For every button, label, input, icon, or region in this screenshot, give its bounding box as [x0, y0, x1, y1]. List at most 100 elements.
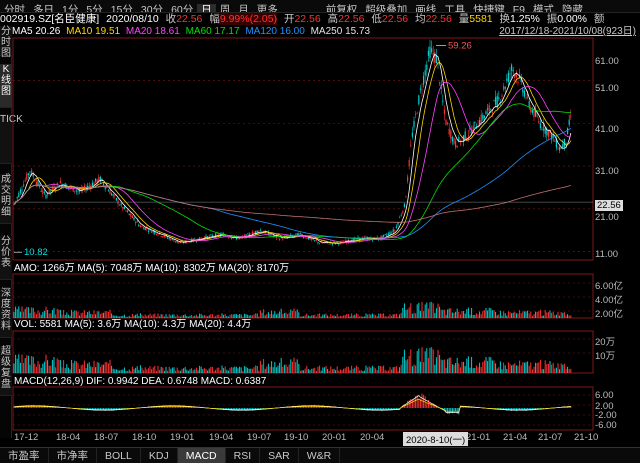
tab-rsi[interactable]: RSI: [226, 448, 261, 463]
period-tab-6[interactable]: 60分: [171, 4, 194, 13]
period-tab-8[interactable]: 周: [219, 4, 231, 13]
amo-bar: [26, 306, 28, 318]
tab-intraday[interactable]: 分时图: [0, 26, 12, 59]
amo-bar: [418, 302, 420, 318]
period-tab-2[interactable]: 1分: [62, 4, 79, 13]
amo-bar: [141, 314, 143, 318]
macd-bar: [379, 408, 381, 410]
amo-bar: [517, 313, 519, 318]
period-tab-5[interactable]: 30分: [140, 4, 164, 13]
period-tab-more[interactable]: 更多: [256, 4, 278, 13]
candle-body: [175, 241, 177, 243]
tool-f9[interactable]: F9: [512, 4, 526, 13]
vol-bar: [88, 362, 90, 373]
amo-bar: [533, 314, 535, 318]
tool-overlay[interactable]: 超级叠加: [365, 4, 408, 13]
candle-body: [448, 128, 450, 135]
tab-pe[interactable]: 市盈率: [0, 448, 49, 463]
x-label: 21-10: [574, 432, 599, 443]
candle-body: [109, 190, 111, 195]
tab-replay[interactable]: 超级复盘: [0, 346, 12, 396]
vol-bar: [147, 368, 149, 373]
tab-price-table[interactable]: 分价表: [0, 236, 12, 280]
candle-body: [395, 226, 397, 229]
macd-bar: [384, 408, 386, 410]
amo-bar: [223, 314, 225, 318]
period-tab-3[interactable]: 5分: [86, 4, 103, 13]
vol-bar: [114, 369, 116, 373]
amo-bar: [402, 307, 404, 318]
tab-kdj[interactable]: KDJ: [141, 448, 178, 463]
tool-adjust[interactable]: 前复权: [325, 4, 358, 13]
candle-body: [200, 238, 202, 240]
vol-bar: [191, 368, 193, 373]
tab-kline[interactable]: K线图: [0, 64, 12, 108]
vol-bar: [519, 360, 521, 373]
tab-trade-detail[interactable]: 成交明细: [0, 174, 12, 224]
candle-body: [77, 190, 79, 192]
vol-bar: [133, 369, 135, 373]
amo-bar: [551, 312, 553, 318]
period-tab-1[interactable]: 多日: [33, 4, 54, 13]
vol-bar: [483, 360, 485, 373]
amo-bar: [77, 311, 79, 318]
macd-bar: [389, 408, 391, 410]
change-value: 9.99%(2.05): [219, 13, 278, 25]
amo-bar: [207, 316, 209, 318]
vol-bar: [431, 347, 433, 373]
vol-bar: [493, 360, 495, 373]
date-range[interactable]: 2017/12/18-2021/10/08(923日): [499, 26, 636, 37]
amo-bar: [53, 308, 55, 318]
candle-body: [541, 129, 543, 130]
macd-bar: [445, 408, 447, 412]
candle-body: [39, 184, 41, 188]
period-tab-4[interactable]: 15分: [110, 4, 133, 13]
tab-depth[interactable]: 深度资料: [0, 288, 12, 338]
x-label: 21-07: [538, 432, 563, 443]
vol-bar: [565, 368, 567, 373]
tool-hide[interactable]: 隐藏: [562, 4, 584, 13]
amo-bar: [482, 311, 484, 318]
candle-body: [299, 232, 301, 234]
vol-bar: [242, 370, 244, 373]
candle-body: [130, 213, 132, 217]
candle-body: [547, 130, 549, 137]
period-tab-0[interactable]: 分时: [4, 4, 25, 13]
period-tab-9[interactable]: 月: [238, 4, 249, 13]
vol-bar: [469, 367, 471, 373]
tab-boll[interactable]: BOLL: [97, 448, 141, 463]
amo-bar: [384, 316, 386, 318]
tab-tick[interactable]: TICK: [0, 114, 23, 164]
x-label: 21-01: [466, 432, 491, 443]
amo-bar: [415, 313, 417, 318]
tool-tools[interactable]: 工具: [444, 4, 466, 13]
amo-bar: [202, 315, 204, 318]
macd-bar: [410, 399, 412, 408]
amo-bar: [504, 313, 506, 318]
macd-bar: [507, 408, 509, 410]
tool-shortcut[interactable]: 快捷键: [473, 4, 505, 13]
candle-body: [160, 236, 162, 238]
tab-macd[interactable]: MACD: [177, 448, 226, 463]
macd-bar: [378, 408, 380, 410]
amo-bar: [248, 315, 250, 318]
vol-bar: [85, 368, 87, 373]
amo-bar: [429, 302, 431, 318]
period-tab-day[interactable]: 日: [197, 4, 216, 12]
tool-mode[interactable]: 模式: [533, 4, 555, 13]
vol-bar: [53, 357, 55, 373]
amo-bar: [322, 314, 324, 318]
tab-wr[interactable]: W&R: [299, 448, 341, 463]
amo-bar: [162, 314, 164, 318]
candle-body: [93, 182, 95, 185]
amo-bar: [221, 313, 223, 318]
amo-bar: [543, 315, 545, 318]
candle-body: [415, 114, 417, 115]
macd-bar: [383, 408, 385, 411]
vol-bar: [555, 367, 557, 373]
tab-pb[interactable]: 市净率: [49, 448, 97, 463]
tab-sar[interactable]: SAR: [260, 448, 299, 463]
macd-bar: [427, 399, 429, 408]
tool-draw[interactable]: 画线: [415, 4, 437, 13]
